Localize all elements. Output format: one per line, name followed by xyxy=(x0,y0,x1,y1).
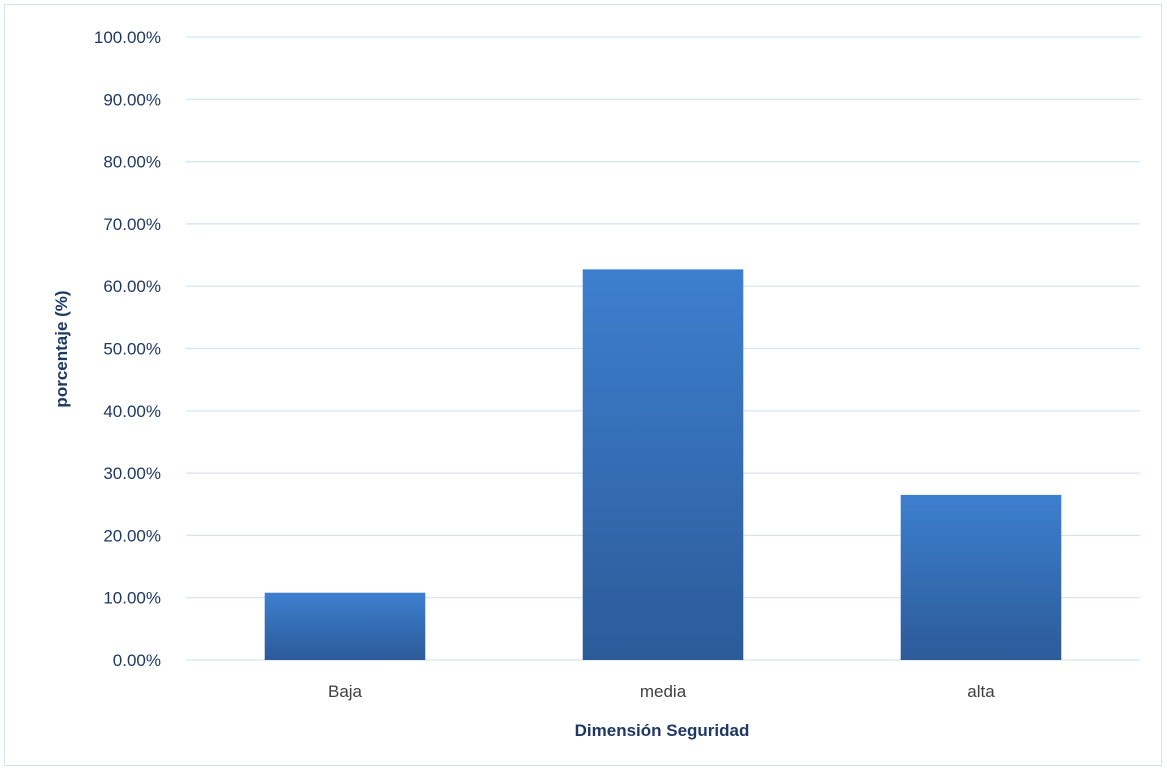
y-tick-label: 10.00% xyxy=(103,589,161,608)
y-tick-label: 70.00% xyxy=(103,215,161,234)
y-tick-label: 100.00% xyxy=(94,28,161,47)
x-tick-label: alta xyxy=(967,682,995,701)
x-tick-label: Baja xyxy=(328,682,363,701)
y-tick-label: 30.00% xyxy=(103,464,161,483)
y-tick-label: 90.00% xyxy=(103,90,161,109)
y-tick-label: 50.00% xyxy=(103,340,161,359)
x-axis-title: Dimensión Seguridad xyxy=(575,721,750,740)
y-tick-label: 0.00% xyxy=(113,651,161,670)
y-tick-label: 40.00% xyxy=(103,402,161,421)
y-axis-title: porcentaje (%) xyxy=(52,290,71,407)
y-tick-label: 80.00% xyxy=(103,153,161,172)
x-tick-labels: Baja media alta xyxy=(328,682,995,701)
bar-media xyxy=(582,269,744,660)
bar-baja xyxy=(264,592,426,660)
bar-alta xyxy=(900,494,1062,660)
y-tick-label: 60.00% xyxy=(103,277,161,296)
y-tick-label: 20.00% xyxy=(103,526,161,545)
y-tick-labels: 0.00% 10.00% 20.00% 30.00% 40.00% 50.00% 60.00… xyxy=(94,28,161,670)
x-tick-label: media xyxy=(640,682,687,701)
bars xyxy=(264,269,1062,660)
